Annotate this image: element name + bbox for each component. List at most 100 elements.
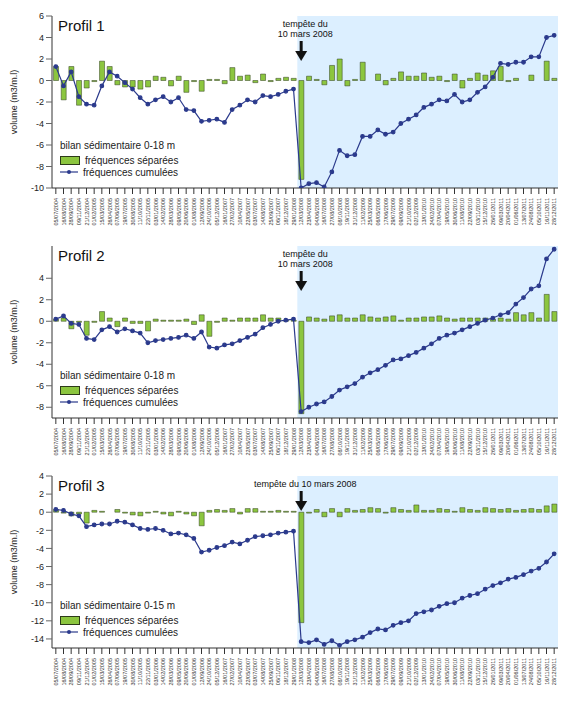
svg-text:26/01/2011: 26/01/2011 bbox=[490, 198, 496, 225]
svg-text:12/03/2008: 12/03/2008 bbox=[298, 658, 304, 686]
svg-text:2: 2 bbox=[39, 489, 44, 499]
svg-text:05/07/2004: 05/07/2004 bbox=[53, 428, 59, 456]
svg-text:18/12/2007: 18/12/2007 bbox=[283, 428, 289, 456]
svg-text:14/02/2006: 14/02/2006 bbox=[160, 658, 166, 686]
svg-text:19/11/2008: 19/11/2008 bbox=[344, 658, 350, 685]
svg-text:27/08/2008: 27/08/2008 bbox=[329, 198, 335, 226]
svg-text:07/06/2005: 07/06/2005 bbox=[114, 658, 120, 686]
svg-text:05/10/2011: 05/10/2011 bbox=[536, 658, 542, 685]
svg-text:volume (m3/m.l): volume (m3/m.l) bbox=[9, 70, 19, 135]
svg-text:-8: -8 bbox=[36, 402, 44, 412]
svg-text:05/12/2006: 05/12/2006 bbox=[214, 198, 220, 226]
svg-text:18/12/2007: 18/12/2007 bbox=[283, 658, 289, 686]
svg-text:03/11/2010: 03/11/2010 bbox=[475, 198, 481, 225]
svg-text:08/10/2008: 08/10/2008 bbox=[337, 198, 343, 226]
svg-text:24/08/2011: 24/08/2011 bbox=[528, 428, 534, 455]
svg-text:04/06/2008: 04/06/2008 bbox=[314, 198, 320, 226]
svg-text:19/05/2010: 19/05/2010 bbox=[444, 428, 450, 456]
svg-text:12/03/2008: 12/03/2008 bbox=[298, 198, 304, 226]
svg-text:28/12/2011: 28/12/2011 bbox=[551, 198, 557, 225]
svg-text:05/12/2006: 05/12/2006 bbox=[214, 428, 220, 456]
svg-text:4: 4 bbox=[39, 33, 44, 43]
svg-text:08/10/2008: 08/10/2008 bbox=[337, 428, 343, 456]
svg-text:6: 6 bbox=[39, 11, 44, 21]
svg-text:16/11/2011: 16/11/2011 bbox=[544, 428, 550, 455]
svg-text:01/02/2005: 01/02/2005 bbox=[91, 658, 97, 686]
svg-text:14/08/2007: 14/08/2007 bbox=[260, 658, 266, 686]
svg-text:27/08/2008: 27/08/2008 bbox=[329, 428, 335, 456]
svg-text:-4: -4 bbox=[36, 359, 44, 369]
svg-text:12/03/2008: 12/03/2008 bbox=[298, 428, 304, 456]
svg-text:03/07/2007: 03/07/2007 bbox=[252, 658, 258, 686]
svg-text:16/07/2008: 16/07/2008 bbox=[321, 658, 327, 686]
svg-text:09/03/2011: 09/03/2011 bbox=[498, 428, 504, 455]
svg-text:30/08/2005: 30/08/2005 bbox=[130, 428, 136, 456]
svg-text:19/07/2005: 19/07/2005 bbox=[122, 658, 128, 686]
svg-text:-6: -6 bbox=[36, 562, 44, 572]
svg-text:16/07/2008: 16/07/2008 bbox=[321, 428, 327, 456]
svg-text:29/07/2009: 29/07/2009 bbox=[390, 198, 396, 226]
svg-text:25/09/2007: 25/09/2007 bbox=[268, 428, 274, 456]
svg-text:15/12/2010: 15/12/2010 bbox=[482, 428, 488, 456]
svg-text:13/01/2010: 13/01/2010 bbox=[421, 198, 427, 226]
svg-text:04/06/2008: 04/06/2008 bbox=[314, 428, 320, 456]
svg-text:29/01/2008: 29/01/2008 bbox=[291, 198, 297, 226]
svg-text:10/04/2007: 10/04/2007 bbox=[237, 198, 243, 226]
svg-text:-6: -6 bbox=[36, 140, 44, 150]
svg-text:24/02/2010: 24/02/2010 bbox=[429, 658, 435, 686]
svg-text:20/04/2011: 20/04/2011 bbox=[505, 198, 511, 225]
svg-text:28/09/2004: 28/09/2004 bbox=[68, 428, 74, 456]
svg-text:02/12/2009: 02/12/2009 bbox=[413, 428, 419, 456]
svg-text:-4: -4 bbox=[36, 544, 44, 554]
svg-text:14/08/2007: 14/08/2007 bbox=[260, 198, 266, 226]
svg-text:25/09/2007: 25/09/2007 bbox=[268, 658, 274, 686]
svg-text:-10: -10 bbox=[31, 183, 44, 193]
svg-text:05/10/2011: 05/10/2011 bbox=[536, 198, 542, 225]
svg-text:29/07/2009: 29/07/2009 bbox=[390, 658, 396, 686]
svg-text:0: 0 bbox=[39, 76, 44, 86]
svg-text:2: 2 bbox=[39, 295, 44, 305]
svg-text:10 mars 2008: 10 mars 2008 bbox=[278, 259, 333, 269]
svg-text:03/11/2010: 03/11/2010 bbox=[475, 658, 481, 685]
svg-text:28/09/2004: 28/09/2004 bbox=[68, 658, 74, 686]
svg-text:07/04/2010: 07/04/2010 bbox=[436, 658, 442, 686]
svg-text:15/03/2005: 15/03/2005 bbox=[99, 198, 105, 226]
svg-text:16/01/2007: 16/01/2007 bbox=[222, 428, 228, 456]
svg-text:17/06/2009: 17/06/2009 bbox=[383, 658, 389, 686]
svg-text:01/08/2006: 01/08/2006 bbox=[191, 658, 197, 686]
svg-text:30/06/2010: 30/06/2010 bbox=[452, 658, 458, 686]
svg-text:22/11/2005: 22/11/2005 bbox=[145, 198, 151, 225]
svg-text:24/02/2010: 24/02/2010 bbox=[429, 198, 435, 226]
svg-text:09/05/2006: 09/05/2006 bbox=[176, 428, 182, 456]
svg-text:01/02/2005: 01/02/2005 bbox=[91, 198, 97, 226]
svg-text:2: 2 bbox=[39, 54, 44, 64]
svg-text:11/10/2005: 11/10/2005 bbox=[137, 198, 143, 225]
svg-text:03/01/2006: 03/01/2006 bbox=[153, 198, 159, 226]
svg-text:17/06/2009: 17/06/2009 bbox=[383, 198, 389, 226]
svg-text:16/01/2007: 16/01/2007 bbox=[222, 198, 228, 226]
svg-text:13/01/2010: 13/01/2010 bbox=[421, 428, 427, 456]
svg-text:27/02/2007: 27/02/2007 bbox=[229, 428, 235, 456]
svg-text:25/03/2009: 25/03/2009 bbox=[367, 658, 373, 686]
svg-text:28/03/2006: 28/03/2006 bbox=[168, 428, 174, 456]
svg-text:4: 4 bbox=[39, 471, 44, 481]
svg-text:26/01/2011: 26/01/2011 bbox=[490, 658, 496, 685]
svg-text:21/10/2009: 21/10/2009 bbox=[406, 428, 412, 456]
svg-text:24/10/2006: 24/10/2006 bbox=[206, 658, 212, 686]
svg-text:30/06/2010: 30/06/2010 bbox=[452, 428, 458, 456]
svg-text:21/10/2009: 21/10/2009 bbox=[406, 198, 412, 226]
svg-text:-10: -10 bbox=[31, 598, 44, 608]
svg-text:19/05/2010: 19/05/2010 bbox=[444, 658, 450, 686]
svg-text:05/07/2004: 05/07/2004 bbox=[53, 198, 59, 226]
svg-text:04/06/2008: 04/06/2008 bbox=[314, 658, 320, 686]
svg-text:31/12/2008: 31/12/2008 bbox=[352, 198, 358, 226]
svg-text:-2: -2 bbox=[36, 338, 44, 348]
svg-text:26/04/2005: 26/04/2005 bbox=[107, 658, 113, 686]
svg-text:15/03/2005: 15/03/2005 bbox=[99, 428, 105, 456]
svg-text:07/04/2010: 07/04/2010 bbox=[436, 428, 442, 456]
svg-text:02/12/2009: 02/12/2009 bbox=[413, 658, 419, 686]
svg-text:11/08/2010: 11/08/2010 bbox=[459, 658, 465, 685]
svg-text:23/04/2008: 23/04/2008 bbox=[306, 198, 312, 226]
svg-text:19/11/2008: 19/11/2008 bbox=[344, 428, 350, 455]
svg-text:19/05/2010: 19/05/2010 bbox=[444, 198, 450, 226]
